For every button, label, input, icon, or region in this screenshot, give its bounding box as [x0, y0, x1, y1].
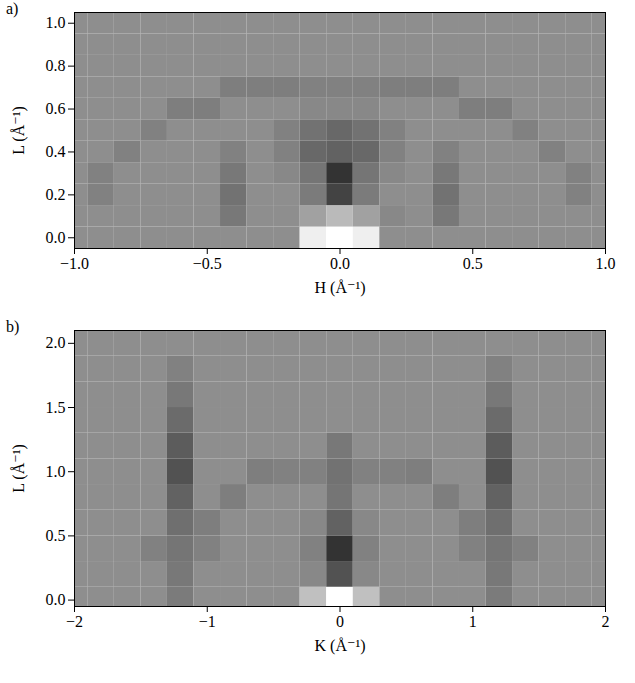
svg-text:−0.5: −0.5 [193, 255, 222, 272]
svg-text:−1.0: −1.0 [60, 255, 89, 272]
html-text:a): a) [6, 0, 19, 17]
svg-text:K (Å⁻¹): K (Å⁻¹) [314, 637, 365, 655]
svg-text:1.0: 1.0 [596, 255, 616, 272]
svg-text:0.5: 0.5 [46, 527, 66, 544]
svg-text:L (Å⁻¹): L (Å⁻¹) [10, 444, 28, 493]
html-text:b): b) [6, 318, 20, 335]
svg-text:1.5: 1.5 [46, 399, 66, 416]
svg-text:−2: −2 [66, 613, 83, 630]
svg-text:0.0: 0.0 [330, 255, 350, 272]
svg-text:2: 2 [602, 613, 610, 630]
svg-text:1: 1 [469, 613, 477, 630]
svg-text:1.0: 1.0 [46, 14, 66, 31]
svg-text:0.8: 0.8 [46, 57, 66, 74]
svg-text:−1: −1 [199, 613, 216, 630]
svg-text:0.0: 0.0 [46, 591, 66, 608]
svg-text:0.6: 0.6 [46, 100, 66, 117]
svg-text:1.0: 1.0 [46, 463, 66, 480]
svg-text:0.4: 0.4 [46, 143, 66, 160]
svg-text:0.0: 0.0 [46, 229, 66, 246]
svg-text:H (Å⁻¹): H (Å⁻¹) [314, 279, 365, 297]
svg-text:L (Å⁻¹): L (Å⁻¹) [10, 106, 28, 155]
svg-text:0: 0 [336, 613, 344, 630]
svg-text:2.0: 2.0 [46, 334, 66, 351]
svg-text:0.2: 0.2 [46, 186, 66, 203]
svg-text:0.5: 0.5 [463, 255, 483, 272]
